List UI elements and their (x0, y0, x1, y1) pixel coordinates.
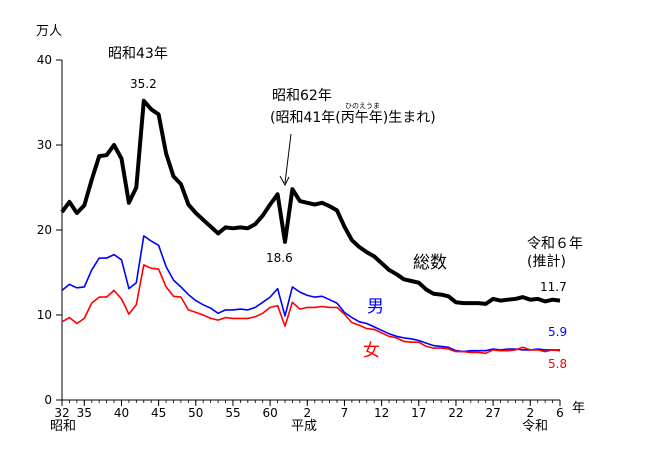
x-axis-unit: 年 (572, 401, 585, 416)
annotation-showa43: 昭和43年 (108, 46, 168, 62)
annotation-showa62: 昭和62年 (272, 88, 332, 104)
x-tick-label: 7 (341, 406, 349, 420)
era-reiwa: 令和 (522, 419, 548, 434)
annotation-hinoe: (昭和41年(丙午年)生まれ) (270, 110, 436, 126)
y-tick-label: 30 (37, 138, 52, 152)
x-tick-label: 27 (485, 406, 500, 420)
y-tick-label: 20 (37, 223, 52, 237)
era-showa: 昭和 (50, 419, 76, 434)
series-line-female (61, 264, 561, 355)
x-tick-label: 60 (262, 406, 277, 420)
y-ticks: 0 10 20 30 40 (37, 53, 62, 407)
series-group (60, 98, 561, 355)
end-value-female: 5.8 (548, 357, 567, 371)
x-tick-label: 2 (526, 406, 534, 420)
label-total: 総数 (413, 253, 447, 273)
annotation-arrow (279, 133, 292, 187)
label-male: 男 (367, 297, 384, 317)
x-tick-label: 2 (303, 406, 311, 420)
y-tick-label: 10 (37, 308, 52, 322)
x-ticks: 32 35 40 45 50 55 60 2 7 12 17 22 27 2 6 (54, 400, 564, 420)
x-tick-label: 17 (411, 406, 426, 420)
x-tick-label: 32 (54, 406, 69, 420)
series-line-male (61, 235, 560, 353)
annotation-hinoe-ruby: ひのえうま (345, 102, 380, 110)
annotation-estimate-1: 令和６年 (527, 236, 583, 252)
label-female: 女 (363, 341, 380, 361)
annotation-hinoe-close: )生まれ) (383, 110, 436, 126)
series-line-total (60, 98, 561, 306)
annotation-estimate-2: (推計) (527, 254, 566, 270)
y-axis-unit: 万人 (36, 24, 62, 39)
end-value-male: 5.9 (548, 325, 567, 339)
end-value-total: 11.7 (540, 280, 567, 294)
x-tick-label: 6 (556, 406, 564, 420)
annotation-hinoe-kanji: 丙午年 (341, 110, 383, 126)
x-tick-label: 22 (448, 406, 463, 420)
y-tick-label: 40 (37, 53, 52, 67)
x-tick-label: 35 (77, 406, 92, 420)
annotation-peak-value: 35.2 (130, 77, 157, 91)
x-tick-label: 40 (114, 406, 129, 420)
era-heisei: 平成 (291, 419, 317, 434)
annotation-dip-value: 18.6 (266, 251, 293, 265)
x-tick-label: 50 (188, 406, 203, 420)
x-tick-label: 55 (225, 406, 240, 420)
x-tick-label: 12 (374, 406, 389, 420)
x-tick-label: 45 (151, 406, 166, 420)
y-tick-label: 0 (44, 393, 52, 407)
annotation-hinoe-open: (昭和41年( (270, 110, 341, 126)
